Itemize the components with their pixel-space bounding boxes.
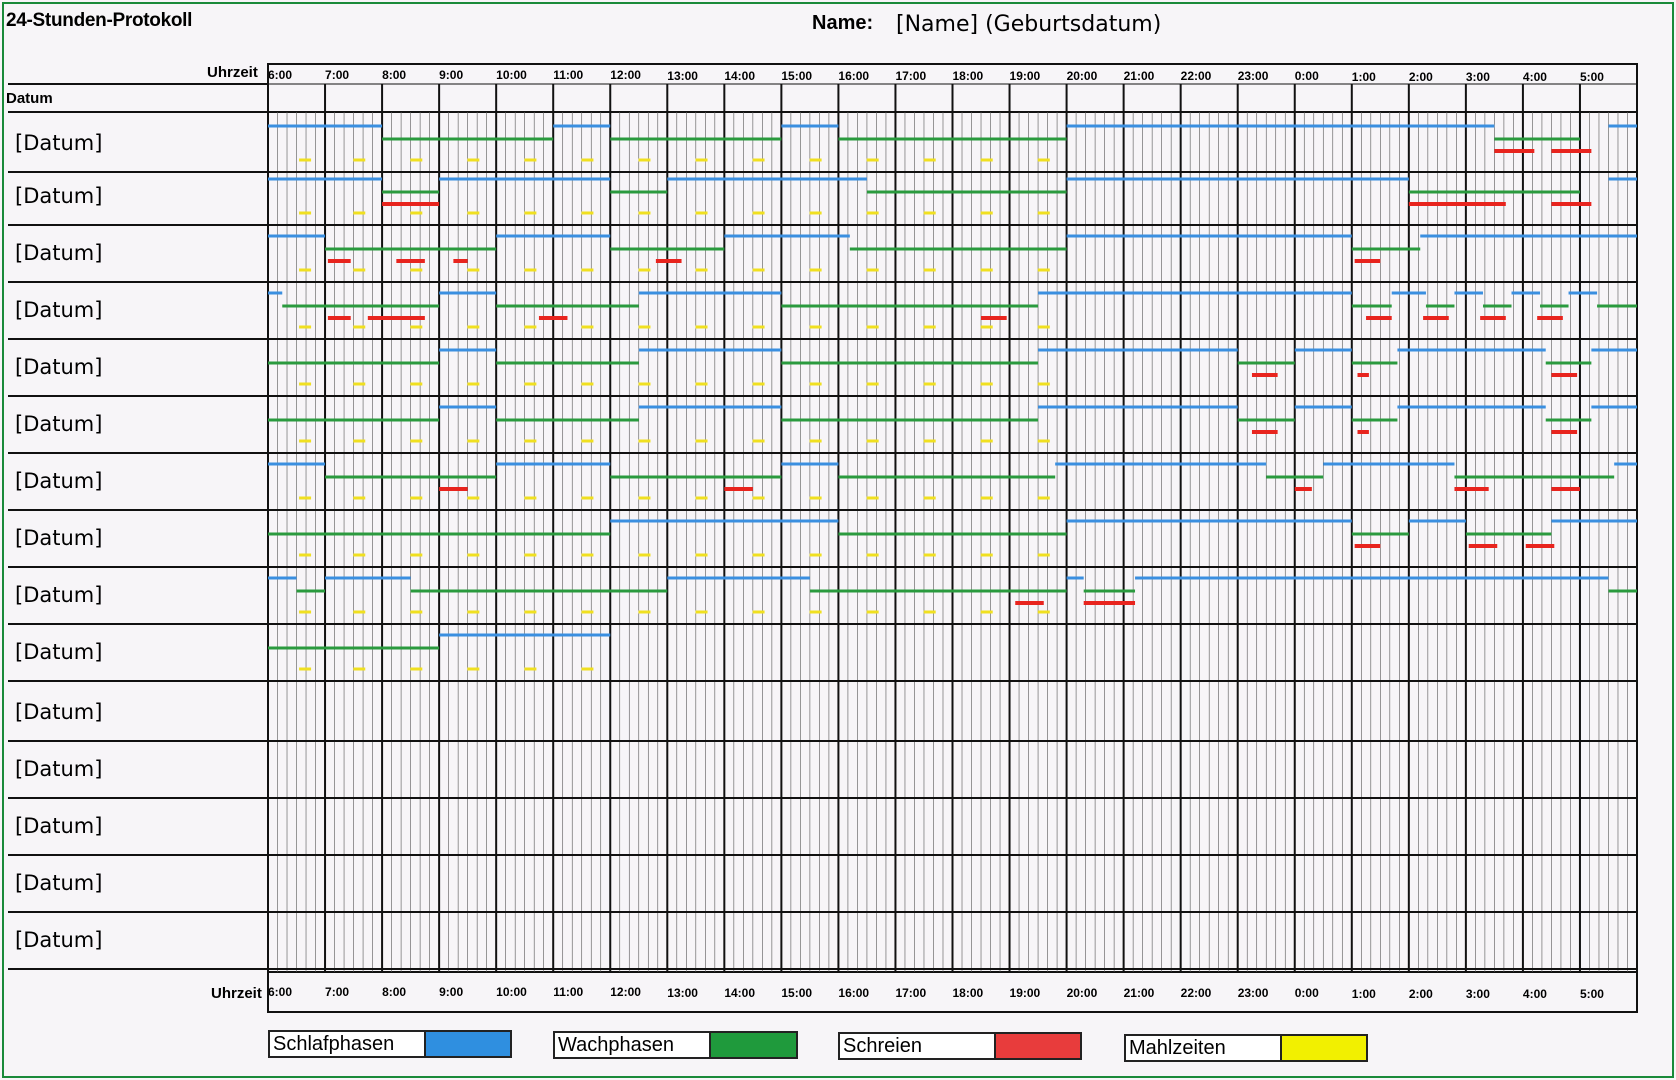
hour-label-top: 13:00 [667, 68, 698, 83]
hour-label-bottom: 16:00 [838, 985, 870, 1000]
grid-border [267, 63, 1638, 1013]
legend-meal-label: Mahlzeiten [1126, 1036, 1282, 1060]
date-label: [Datum] [15, 355, 103, 379]
hour-label-bottom: 17:00 [895, 985, 927, 1000]
date-header: Datum [6, 90, 53, 107]
date-label: [Datum] [15, 469, 103, 493]
legend-meal: Mahlzeiten [1124, 1034, 1368, 1062]
name-label: Name: [812, 12, 874, 34]
date-label: [Datum] [15, 184, 103, 208]
date-label: [Datum] [15, 526, 103, 550]
date-label: [Datum] [15, 412, 103, 436]
legend-cry: Schreien [838, 1032, 1082, 1060]
hour-label-top: 12:00 [610, 68, 641, 83]
hour-label-bottom: 23:00 [1237, 986, 1269, 1001]
hour-label-top: 10:00 [496, 68, 527, 83]
hour-label-top: 16:00 [838, 68, 870, 83]
legend-awake-label: Wachphasen [555, 1033, 711, 1057]
date-label: [Datum] [15, 814, 103, 838]
hour-label-top: 23:00 [1237, 69, 1269, 84]
hour-label-bottom: 10:00 [496, 985, 527, 1000]
legend-sleep-label: Schlafphasen [270, 1032, 426, 1056]
hour-label-top: 7:00 [325, 68, 350, 83]
date-label: [Datum] [15, 241, 103, 265]
hour-label-top: 6:00 [268, 68, 293, 82]
hour-label-top: 3:00 [1465, 69, 1490, 84]
hour-label-bottom: 14:00 [724, 985, 756, 1000]
hour-label-bottom: 21:00 [1123, 986, 1155, 1001]
hour-label-top: 4:00 [1522, 69, 1547, 84]
page-title: 24-Stunden-Protokoll [6, 10, 193, 31]
time-header-top: Uhrzeit [207, 64, 258, 81]
hour-label-top: 22:00 [1180, 69, 1212, 84]
hour-label-top: 20:00 [1066, 69, 1098, 84]
hour-label-top: 18:00 [952, 68, 984, 83]
hour-label-top: 9:00 [439, 68, 464, 83]
name-value: [Name] (Geburtsdatum) [896, 12, 1162, 37]
hour-label-bottom: 22:00 [1180, 986, 1212, 1001]
hour-label-bottom: 13:00 [667, 985, 698, 1000]
hour-label-top: 5:00 [1579, 69, 1604, 84]
hour-label-top: 1:00 [1351, 69, 1376, 84]
hour-label-bottom: 20:00 [1066, 986, 1098, 1001]
hour-label-top: 19:00 [1009, 69, 1041, 84]
hour-label-bottom: 7:00 [325, 985, 350, 1000]
hour-label-bottom: 0:00 [1294, 986, 1319, 1001]
date-label: [Datum] [15, 298, 103, 322]
hour-label-top: 2:00 [1408, 69, 1433, 84]
hour-label-bottom: 6:00 [268, 985, 293, 999]
legend-cry-swatch [996, 1034, 1080, 1058]
date-label: [Datum] [15, 757, 103, 781]
legend-sleep: Schlafphasen [268, 1030, 512, 1058]
hour-label-top: 17:00 [895, 68, 927, 83]
hour-label-bottom: 1:00 [1351, 986, 1376, 1001]
hour-label-bottom: 8:00 [382, 985, 407, 1000]
date-label: [Datum] [15, 640, 103, 664]
hour-label-top: 8:00 [382, 68, 407, 83]
hour-label-bottom: 3:00 [1465, 986, 1490, 1001]
hour-label-bottom: 15:00 [781, 985, 813, 1000]
hour-label-bottom: 2:00 [1408, 986, 1433, 1001]
hour-label-bottom: 19:00 [1009, 986, 1041, 1001]
hour-label-bottom: 4:00 [1522, 986, 1547, 1001]
date-label: [Datum] [15, 928, 103, 952]
hour-label-bottom: 11:00 [553, 985, 584, 1000]
hour-label-bottom: 5:00 [1579, 986, 1604, 1001]
date-label: [Datum] [15, 871, 103, 895]
hour-label-top: 21:00 [1123, 69, 1155, 84]
date-label: [Datum] [15, 131, 103, 155]
legend-awake-swatch [711, 1033, 796, 1057]
hour-label-bottom: 9:00 [439, 985, 464, 1000]
hour-label-top: 15:00 [781, 68, 813, 83]
hour-label-bottom: 12:00 [610, 985, 641, 1000]
hour-label-top: 0:00 [1294, 69, 1319, 84]
hour-label-top: 14:00 [724, 68, 756, 83]
legend-meal-swatch [1282, 1036, 1366, 1060]
legend-sleep-swatch [426, 1032, 510, 1056]
time-header-bottom: Uhrzeit [211, 985, 262, 1002]
hour-label-bottom: 18:00 [952, 985, 984, 1000]
legend-cry-label: Schreien [840, 1034, 996, 1058]
legend-awake: Wachphasen [553, 1031, 798, 1059]
hour-label-top: 11:00 [553, 68, 584, 83]
date-label: [Datum] [15, 700, 103, 724]
date-label: [Datum] [15, 583, 103, 607]
